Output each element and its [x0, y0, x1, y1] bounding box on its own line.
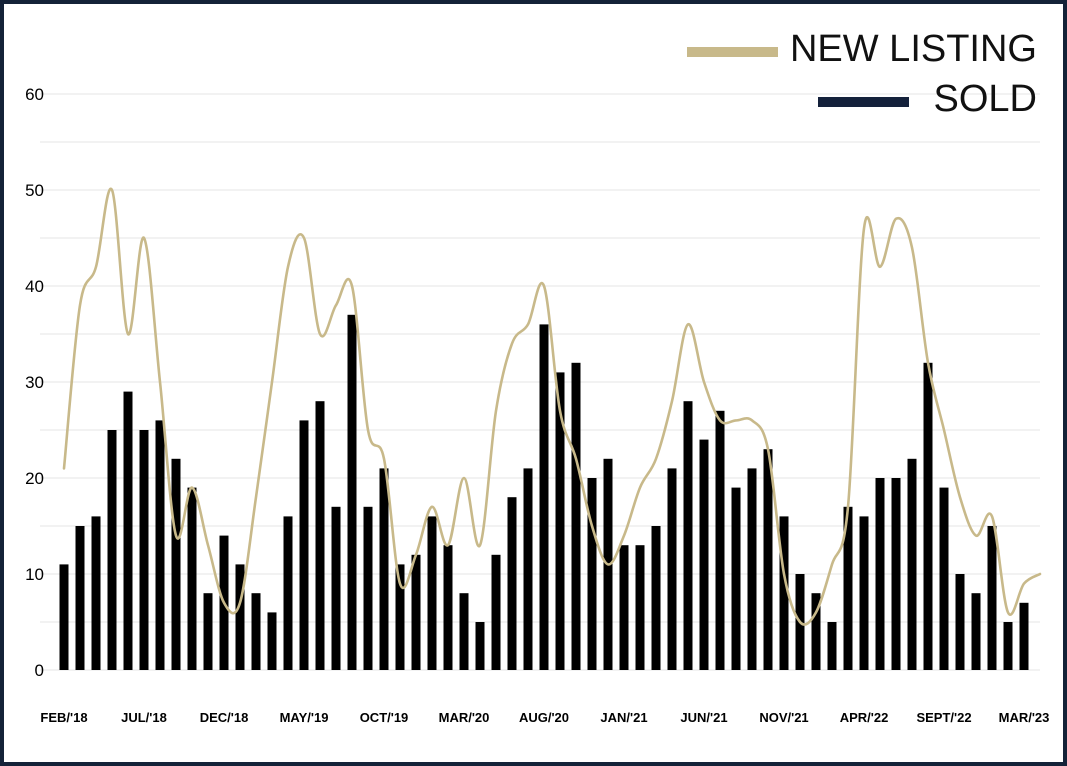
y-tick-label: 10 [25, 565, 44, 584]
sold-bar [91, 516, 101, 670]
sold-bar [827, 622, 837, 670]
legend-label-sold: SOLD [934, 78, 1037, 120]
x-tick-label: NOV/'21 [759, 710, 808, 725]
sold-bar [555, 372, 565, 670]
x-tick-label: OCT/'19 [360, 710, 409, 725]
sold-bar [235, 564, 245, 670]
sold-bar [523, 468, 533, 670]
sold-bar [331, 506, 341, 670]
sold-bar [171, 458, 181, 670]
y-tick-label: 60 [25, 85, 44, 104]
x-axis-ticks: FEB/'18 JUL/'18 DEC/'18 MAY/'19 OCT/'19 MAR/'… [40, 710, 1049, 725]
y-tick-label: 30 [25, 373, 44, 392]
sold-bar [875, 478, 885, 670]
sold-bar [859, 516, 869, 670]
sold-bar [395, 564, 405, 670]
sold-bar [139, 430, 149, 670]
legend-label-new-listing: NEW LISTING [790, 28, 1037, 70]
sold-bar [203, 593, 213, 670]
sold-bar [251, 593, 261, 670]
sold-bar [427, 516, 437, 670]
sold-bar [619, 545, 629, 670]
sold-bar [539, 324, 549, 670]
sold-bar [299, 420, 309, 670]
sold-bar [267, 612, 277, 670]
sold-bar [747, 468, 757, 670]
x-tick-label: FEB/'18 [40, 710, 87, 725]
sold-bar [1019, 602, 1029, 670]
sold-bar [363, 506, 373, 670]
sold-bar [939, 487, 949, 670]
x-tick-label: MAR/'23 [999, 710, 1050, 725]
sold-bar [379, 468, 389, 670]
x-tick-label: JUL/'18 [121, 710, 167, 725]
sold-bar [75, 526, 85, 670]
sold-bar [907, 458, 917, 670]
sold-bar [731, 487, 741, 670]
y-tick-label: 40 [25, 277, 44, 296]
sold-bar [1003, 622, 1013, 670]
sold-bar [587, 478, 597, 670]
sold-bar [955, 574, 965, 670]
sold-bar [107, 430, 117, 670]
sold-bar [315, 401, 325, 670]
new-listing-line [62, 187, 1042, 626]
x-tick-label: AUG/'20 [519, 710, 569, 725]
sold-bar [651, 526, 661, 670]
sold-bar [683, 401, 693, 670]
sold-bar [347, 314, 357, 670]
sold-bar [571, 362, 581, 670]
sold-bar [507, 497, 517, 670]
x-tick-label: JAN/'21 [600, 710, 647, 725]
x-tick-label: MAR/'20 [439, 710, 490, 725]
sold-bar [59, 564, 69, 670]
x-tick-label: JUN/'21 [680, 710, 727, 725]
sold-bar [459, 593, 469, 670]
sold-bar [699, 439, 709, 670]
legend-swatch-new-listing [687, 47, 778, 57]
legend: NEW LISTING SOLD [687, 28, 1037, 120]
x-tick-label: APR/'22 [840, 710, 889, 725]
sold-bar [987, 526, 997, 670]
sold-bar [811, 593, 821, 670]
legend-swatch-sold [818, 97, 909, 107]
y-tick-label: 20 [25, 469, 44, 488]
sold-bar [443, 545, 453, 670]
sold-bar [779, 516, 789, 670]
sold-bar [411, 554, 421, 670]
sold-bar [283, 516, 293, 670]
sold-bar [923, 362, 933, 670]
sold-bar [491, 554, 501, 670]
y-tick-label: 50 [25, 181, 44, 200]
sold-bars [59, 314, 1029, 670]
x-tick-label: DEC/'18 [200, 710, 249, 725]
sold-bar [667, 468, 677, 670]
sold-bar [635, 545, 645, 670]
sold-bar [155, 420, 165, 670]
sold-bar [843, 506, 853, 670]
sold-bar [715, 410, 725, 670]
sold-bar [763, 449, 773, 670]
sold-bar [891, 478, 901, 670]
sold-bar [187, 487, 197, 670]
y-axis-ticks: 0 10 20 30 40 50 60 [25, 85, 44, 680]
sold-bar [971, 593, 981, 670]
x-tick-label: MAY/'19 [280, 710, 329, 725]
x-tick-label: SEPT/'22 [916, 710, 971, 725]
sold-bar [475, 622, 485, 670]
sold-bar [123, 391, 133, 670]
y-tick-label: 0 [35, 661, 44, 680]
